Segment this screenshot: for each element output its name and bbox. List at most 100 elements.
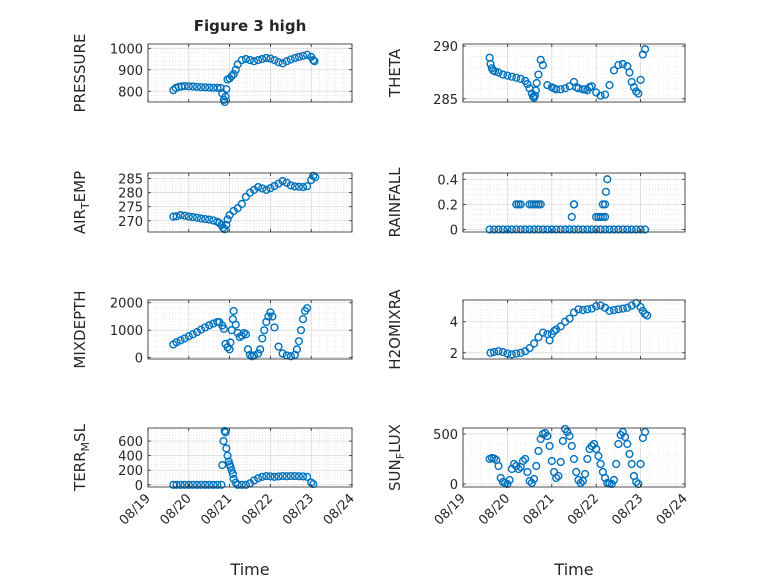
data-point <box>525 476 534 486</box>
data-point <box>614 60 623 70</box>
data-point <box>640 427 650 437</box>
data-point <box>282 472 291 481</box>
data-point <box>241 192 251 201</box>
data-point <box>538 60 548 70</box>
data-point <box>188 82 197 91</box>
data-point <box>184 480 193 489</box>
data-point <box>245 56 255 65</box>
data-point <box>561 225 570 234</box>
data-point <box>567 212 576 222</box>
y-tick-label: 290 <box>433 40 458 55</box>
data-point <box>625 449 634 459</box>
data-point <box>222 85 231 94</box>
data-point <box>254 182 263 192</box>
data-point <box>278 349 287 358</box>
data-point <box>574 305 583 314</box>
data-point <box>309 171 318 180</box>
data-point <box>623 225 632 234</box>
data-point <box>627 459 636 469</box>
y-tick-label: 275 <box>118 201 143 216</box>
data-point <box>618 427 627 437</box>
axes-layer: 800 900 1000 PRESSURE Figure 3 high 285 290 THE… <box>71 17 691 579</box>
data-point <box>567 441 576 451</box>
data-point <box>640 45 650 54</box>
y-tick-label: 600 <box>118 435 143 450</box>
data-point <box>576 478 585 488</box>
data-point <box>529 339 539 348</box>
data-point <box>292 345 302 354</box>
data-point <box>188 213 197 222</box>
subplot-6: 2 4 H2OMIXRA <box>386 289 686 370</box>
data-point <box>600 90 610 99</box>
data-point <box>310 57 319 66</box>
data-point <box>205 83 214 92</box>
data-point <box>587 225 596 234</box>
data-point <box>274 58 283 67</box>
data-point <box>188 330 197 339</box>
data-point <box>578 225 587 234</box>
data-point <box>268 312 277 321</box>
data-point <box>583 225 592 234</box>
data-point <box>196 83 206 92</box>
data-point <box>552 85 561 94</box>
axes-frame <box>462 427 686 488</box>
y-axis-label: RAINFALL <box>386 167 404 238</box>
data-point <box>516 225 525 234</box>
data-point <box>278 177 287 186</box>
data-point <box>538 328 548 337</box>
data-point <box>254 349 263 358</box>
data-point <box>192 82 202 92</box>
data-point <box>538 225 548 234</box>
data-point <box>529 225 539 234</box>
data-point <box>294 337 304 346</box>
data-point <box>534 333 543 342</box>
data-point <box>569 200 579 209</box>
data-point <box>303 304 312 313</box>
data-point <box>507 350 516 359</box>
data-point <box>618 304 627 313</box>
data-point <box>530 91 540 100</box>
data-point <box>494 225 503 234</box>
data-point <box>264 312 273 321</box>
data-point <box>256 345 265 354</box>
data-point <box>498 347 508 357</box>
data-point <box>274 179 283 188</box>
data-point <box>521 225 530 234</box>
data-point <box>490 67 500 76</box>
data-point <box>565 225 574 234</box>
data-point <box>498 225 508 234</box>
data-point <box>558 436 568 446</box>
y-tick-label: 1000 <box>110 42 143 57</box>
data-point <box>278 471 287 481</box>
data-point <box>196 214 206 223</box>
data-point <box>583 454 592 464</box>
data-point <box>605 81 614 90</box>
data-point <box>286 181 295 190</box>
data-point <box>298 182 308 192</box>
plot-area <box>148 44 352 102</box>
data-point <box>627 225 636 234</box>
data-point <box>556 225 565 234</box>
data-point <box>498 70 508 79</box>
plot-area <box>463 300 685 359</box>
data-point <box>226 462 235 471</box>
y-tick-label: 285 <box>118 173 143 188</box>
data-point <box>286 55 295 64</box>
data-point <box>632 225 641 234</box>
data-point <box>270 56 279 65</box>
data-point <box>596 301 605 310</box>
data-point <box>223 451 232 460</box>
data-point <box>228 469 237 478</box>
data-point <box>525 344 534 353</box>
data-point <box>172 212 181 221</box>
data-point <box>509 459 519 469</box>
data-point <box>219 324 228 333</box>
data-point <box>266 472 275 481</box>
data-point <box>226 338 235 347</box>
subplot-5: 0 1000 2000 MIXDEPTH <box>71 290 353 369</box>
y-tick-label: 1000 <box>110 324 143 339</box>
data-point <box>222 220 231 230</box>
axes-frame <box>147 299 353 360</box>
data-point <box>270 323 279 332</box>
y-tick-label: 270 <box>118 215 143 230</box>
